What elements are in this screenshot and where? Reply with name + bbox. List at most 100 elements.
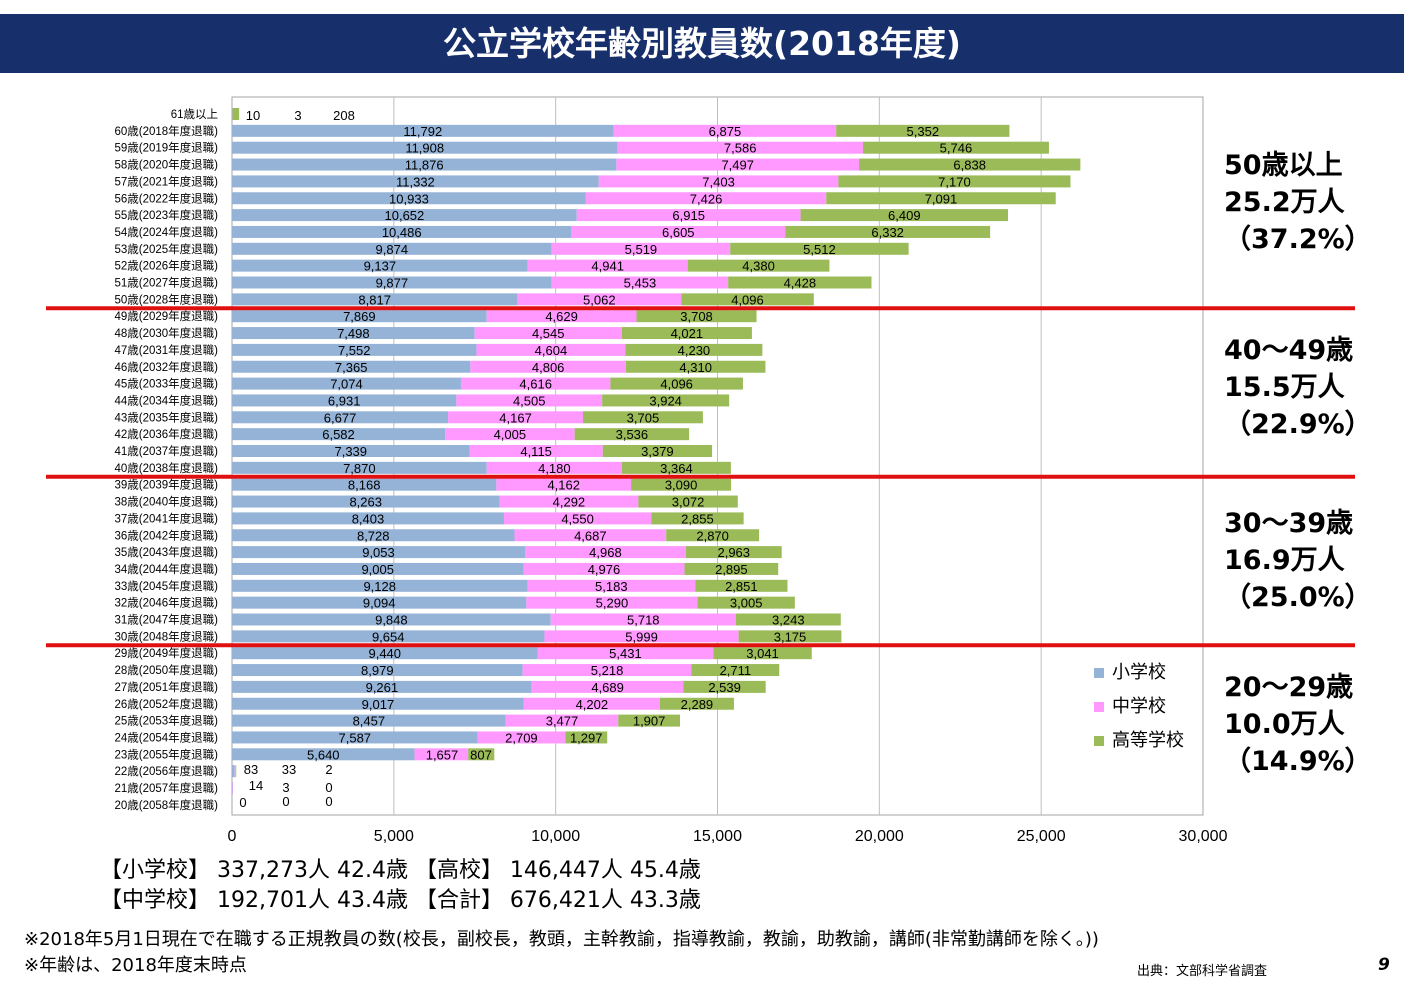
data-label: 7,498 xyxy=(337,326,370,341)
data-label: 5,218 xyxy=(591,663,624,678)
side-note-count: 16.9万人 xyxy=(1224,545,1345,576)
side-note-age: 40〜49歳 xyxy=(1224,335,1354,366)
bar-segment xyxy=(638,495,738,508)
data-label: 3,705 xyxy=(627,410,660,425)
x-tick-label: 25,000 xyxy=(1017,828,1066,845)
data-label: 2,851 xyxy=(725,579,758,594)
bar-segment xyxy=(456,394,603,407)
bar-segment xyxy=(618,714,680,727)
data-label: 4,687 xyxy=(574,528,607,543)
data-label: 5,352 xyxy=(907,124,940,139)
bar-segment xyxy=(838,175,1071,188)
bar-segment xyxy=(232,327,475,340)
bar-segment xyxy=(666,529,760,542)
category-label: 32歳(2046年度退職) xyxy=(114,596,218,610)
bar-segment xyxy=(625,360,766,373)
data-label: 7,365 xyxy=(335,360,368,375)
bar-segment xyxy=(460,377,611,390)
bar-segment xyxy=(445,428,575,441)
bar-segment xyxy=(576,209,801,222)
bar-segment xyxy=(691,664,780,677)
bar-segment xyxy=(527,579,696,592)
data-label: 7,552 xyxy=(338,343,371,358)
data-label: 7,074 xyxy=(330,377,363,392)
bar-segment xyxy=(232,192,586,205)
bar-segment xyxy=(232,478,497,491)
bar-segment xyxy=(232,225,572,238)
summary-row-2: 【中学校】 192,701人 43.4歳 【合計】 676,421人 43.3歳 xyxy=(100,888,701,913)
data-label: 3,477 xyxy=(546,714,579,729)
category-label: 51歳(2027年度退職) xyxy=(114,276,218,290)
bar-segment xyxy=(499,495,639,508)
category-label: 26歳(2052年度退職) xyxy=(114,697,218,711)
category-label: 40歳(2038年度退職) xyxy=(114,461,218,475)
data-label: 3,072 xyxy=(672,495,705,510)
category-label: 53歳(2025年度退職) xyxy=(114,242,218,256)
data-label: 6,409 xyxy=(888,208,921,223)
bar-segment xyxy=(232,562,524,575)
legend-swatch xyxy=(1094,668,1104,678)
bar-segment xyxy=(728,276,872,289)
bar-segment xyxy=(598,175,839,188)
data-label: 14 xyxy=(249,778,263,793)
data-label: 0 xyxy=(282,794,289,809)
data-label: 4,428 xyxy=(784,276,817,291)
bar-segment xyxy=(414,748,469,761)
bar-segment xyxy=(685,546,782,559)
data-label: 8,728 xyxy=(357,528,390,543)
data-label: 8,457 xyxy=(353,714,386,729)
data-label: 8,979 xyxy=(361,663,394,678)
data-label: 4,550 xyxy=(561,511,594,526)
category-label: 29歳(2049年度退職) xyxy=(114,646,218,660)
bar-segment xyxy=(785,225,991,238)
bar-segment xyxy=(232,259,528,272)
legend-swatch xyxy=(1094,702,1104,712)
category-label: 22歳(2056年度退職) xyxy=(114,764,218,778)
bar-segment xyxy=(735,613,841,626)
bar-segment xyxy=(836,124,1010,137)
data-label: 11,792 xyxy=(403,124,442,139)
data-label: 0 xyxy=(239,795,246,810)
data-label: 5,183 xyxy=(595,579,628,594)
bar-segment xyxy=(232,461,487,474)
data-label: 2,963 xyxy=(717,545,750,560)
bar-segment xyxy=(232,310,487,323)
bar-segment xyxy=(505,714,619,727)
data-label: 6,677 xyxy=(324,410,357,425)
bar-segment xyxy=(574,428,690,441)
data-label: 9,017 xyxy=(362,697,395,712)
bar-segment xyxy=(503,512,652,525)
bar-segment xyxy=(232,360,471,373)
data-label: 5,640 xyxy=(307,747,340,762)
data-label: 6,915 xyxy=(672,208,705,223)
data-label: 8,817 xyxy=(358,292,391,307)
bar-segment xyxy=(232,664,523,677)
bar-segment xyxy=(531,680,684,693)
data-label: 2,870 xyxy=(696,528,729,543)
category-label: 28歳(2050年度退職) xyxy=(114,663,218,677)
data-label: 6,605 xyxy=(662,225,695,240)
bar-segment xyxy=(232,579,528,592)
data-label: 9,848 xyxy=(375,613,408,628)
bar-segment xyxy=(551,276,729,289)
data-label: 0 xyxy=(325,794,332,809)
data-label: 9,053 xyxy=(362,545,395,560)
bar-segment xyxy=(862,141,1049,154)
bar-segment xyxy=(681,293,814,306)
data-label: 6,875 xyxy=(709,124,742,139)
category-label: 44歳(2034年度退職) xyxy=(114,393,218,407)
data-label: 2,289 xyxy=(681,697,714,712)
data-label: 9,137 xyxy=(364,259,397,274)
bar-segment xyxy=(800,209,1009,222)
bar-segment xyxy=(232,731,478,744)
category-label: 49歳(2029年度退職) xyxy=(114,309,218,323)
data-label: 1,297 xyxy=(570,730,603,745)
data-label: 4,230 xyxy=(678,343,711,358)
bar-segment xyxy=(859,158,1081,171)
category-label: 43歳(2035年度退職) xyxy=(114,410,218,424)
category-label: 61歳以上 xyxy=(171,108,218,121)
data-label: 5,431 xyxy=(609,646,642,661)
x-tick-label: 30,000 xyxy=(1179,828,1228,845)
bar-segment xyxy=(585,192,827,205)
bar-segment xyxy=(232,209,577,222)
